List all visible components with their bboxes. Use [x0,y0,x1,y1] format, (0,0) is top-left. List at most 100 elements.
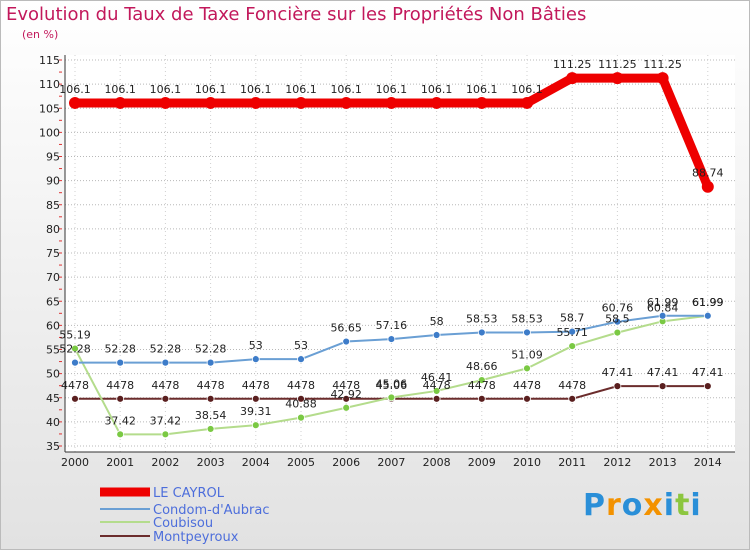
data-label: 106.1 [150,83,182,96]
data-point [475,96,488,109]
data-point [251,394,260,403]
logo-letter: r [606,488,622,523]
data-label: 58.53 [466,312,498,325]
y-tick-label: 70 [46,271,60,284]
logo-letter: i [690,488,702,523]
data-label: 4478 [106,379,134,392]
data-point [342,394,351,403]
data-label: 53 [294,339,308,352]
data-label: 40.88 [285,398,317,411]
data-label: 61.99 [692,296,724,309]
data-label: 55.71 [556,326,588,339]
data-label: 61.99 [647,296,679,309]
legend-label: Montpeyroux [153,530,239,545]
data-label: 58.53 [511,312,543,325]
data-point [116,430,125,439]
data-point [69,96,81,109]
y-tick-label: 60 [46,319,60,332]
data-point [342,337,351,346]
data-point [611,72,624,85]
data-label: 4478 [423,379,451,392]
series-le-cayrol [69,72,714,193]
y-tick-label: 100 [39,126,60,139]
data-label: 52.28 [150,343,182,356]
data-point [251,421,260,430]
data-point [206,425,215,433]
data-label: 106.1 [240,83,272,96]
data-point [116,358,125,367]
data-point [295,96,307,109]
x-tick-label: 2005 [287,456,315,469]
series-condom-d-aubrac [71,311,712,367]
legend-label: Coubisou [153,516,213,531]
data-point [523,394,531,403]
data-point [161,394,170,403]
data-point [71,394,79,403]
data-label: 106.1 [330,83,362,96]
data-label: 106.1 [376,83,408,96]
data-label: 52.28 [104,343,136,356]
data-label: 4478 [287,379,315,392]
data-point [340,96,353,109]
x-tick-label: 2013 [649,456,677,469]
data-point [297,394,305,403]
data-label: 37.42 [150,414,182,427]
data-point [71,344,79,353]
y-tick-label: 95 [46,151,60,164]
data-point [342,403,351,412]
x-tick-label: 2009 [468,456,496,469]
logo-letter: t [675,488,691,523]
data-label: 111.25 [553,58,592,71]
data-label: 38.54 [195,409,227,422]
legend: LE CAYROL Condom-d'AubracCoubisouMontpeyr… [100,486,270,545]
data-label: 51.09 [511,348,543,361]
data-point [523,328,531,337]
data-point [161,430,170,439]
data-label: 106.1 [104,83,136,96]
logo-letter: i [663,488,676,523]
y-tick-label: 55 [46,344,60,357]
data-label: 47.41 [647,366,679,379]
data-label: 4478 [197,379,225,392]
data-label: 88.74 [692,167,724,180]
data-point [71,358,79,367]
x-tick-label: 2010 [513,456,541,469]
data-point [204,96,217,109]
axis-layer: 35 40 45 50 55 60 65 70 75 80 85 90 95 100 105 110 115 20… [39,54,735,469]
data-label: 4478 [468,379,496,392]
y-tick-label: 105 [39,102,60,115]
y-tick-label: 40 [46,416,60,429]
data-point [701,180,714,193]
y-tick-label: 115 [39,54,60,67]
data-label: 106.1 [421,83,453,96]
data-label: 58 [430,315,444,328]
data-label: 57.16 [376,319,408,332]
x-tick-label: 2008 [423,456,451,469]
y-axis-unit-label: (en %) [22,28,59,41]
plot-area [65,55,735,452]
data-point [249,96,262,109]
data-point [703,311,712,320]
data-point [387,393,396,402]
data-label: 56.65 [330,322,362,335]
data-label: 60.76 [602,302,634,315]
data-label: 45.06 [376,379,408,392]
x-tick-label: 2001 [106,456,134,469]
x-tick-label: 2014 [694,456,722,469]
y-tick-label: 80 [46,223,60,236]
data-label: 52.28 [59,343,91,356]
data-label: 60.84 [647,301,679,314]
chart-title: Evolution du Taux de Taxe Foncière sur l… [6,4,587,25]
data-label: 52.28 [195,343,227,356]
x-tick-label: 2011 [558,456,586,469]
data-label: 39.31 [240,405,272,418]
data-label: 4478 [242,379,270,392]
data-point [703,382,712,391]
y-tick-label: 85 [46,199,60,212]
data-label: 106.1 [59,83,91,96]
data-point [432,331,441,339]
data-label: 55.19 [59,329,91,342]
x-tick-label: 2004 [242,456,270,469]
data-label: 4478 [558,379,586,392]
